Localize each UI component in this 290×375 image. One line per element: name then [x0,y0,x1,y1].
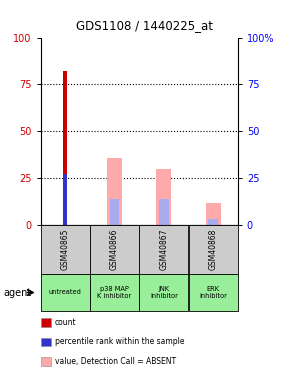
Text: JNK
inhibitor: JNK inhibitor [150,286,178,299]
Text: GSM40867: GSM40867 [159,229,168,270]
Bar [208,219,218,225]
Text: GSM40868: GSM40868 [209,229,218,270]
Text: GSM40866: GSM40866 [110,229,119,270]
Text: GSM40865: GSM40865 [61,229,70,270]
Text: percentile rank within the sample: percentile rank within the sample [55,338,185,346]
Bar [159,199,169,225]
Text: GDS1108 / 1440225_at: GDS1108 / 1440225_at [77,19,213,32]
Text: ERK
inhibitor: ERK inhibitor [199,286,227,299]
Text: untreated: untreated [49,290,82,296]
Bar [63,174,67,225]
Bar [110,199,119,225]
Text: p38 MAP
K inhibitor: p38 MAP K inhibitor [97,286,132,299]
Bar [63,71,67,225]
Text: count: count [55,318,77,327]
Bar [157,169,171,225]
Text: value, Detection Call = ABSENT: value, Detection Call = ABSENT [55,357,176,366]
Bar [107,158,122,225]
Text: agent: agent [3,288,31,297]
Bar [206,202,221,225]
